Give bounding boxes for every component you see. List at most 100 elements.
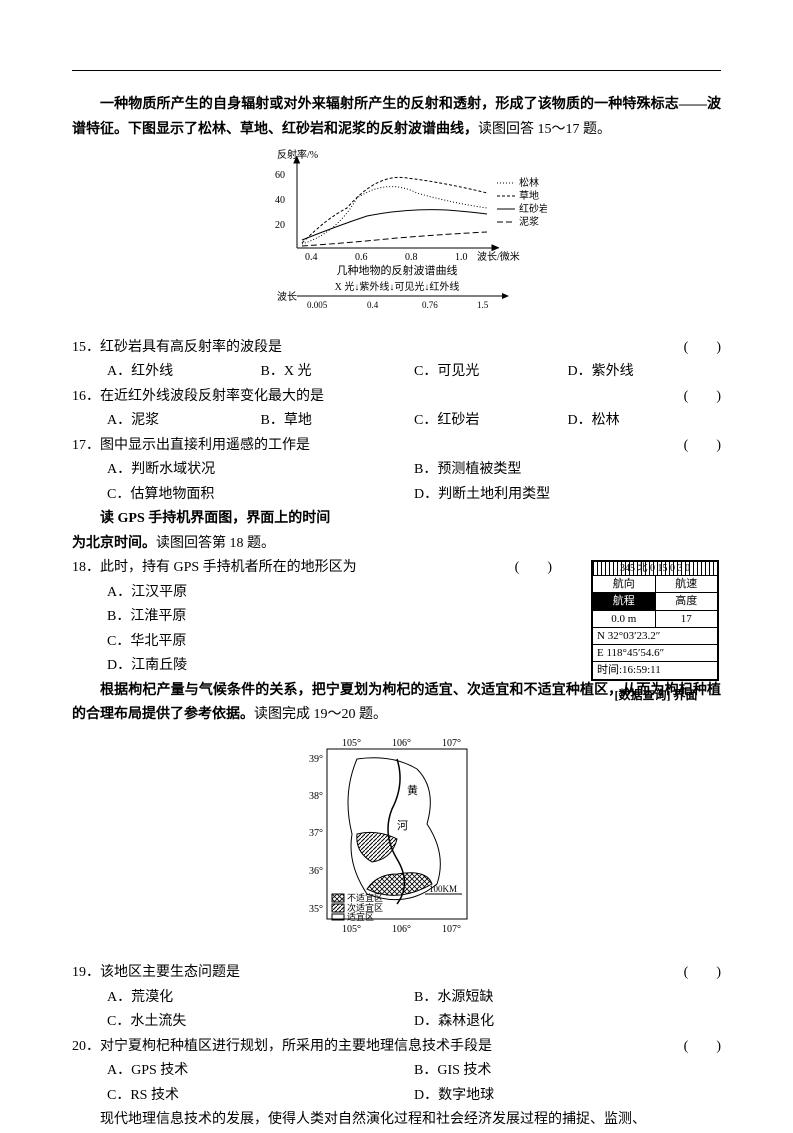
gps-r3-r: 17 xyxy=(656,611,718,627)
q15-opts: A．红外线 B．X 光 C．可见光 D．紫外线 xyxy=(72,360,721,385)
ytick-60: 60 xyxy=(275,170,285,181)
intro-1-bold: 一种物质所产生的自身辐射或对外来辐射所产生的反射和透射，形成了该物质的一种特殊标… xyxy=(72,97,721,137)
river-label-1: 黄 xyxy=(407,783,418,797)
intro-2-line1: 读 GPS 手持机界面图，界面上的时间 xyxy=(72,507,721,532)
bt0: 0.005 xyxy=(307,300,328,310)
q18-b: B．江淮平原 xyxy=(72,605,552,630)
gps-r2-r: 高度 xyxy=(656,593,718,609)
q17-opts-row1: A．判断水域状况 B．预测植被类型 xyxy=(72,458,721,483)
q19-stem: 19．该地区主要生态问题是 xyxy=(72,961,684,986)
bt1: 0.4 xyxy=(367,300,379,310)
gps-caption: [数据查询] 界面 xyxy=(591,685,721,706)
gps-r1-r: 航速 xyxy=(656,576,718,592)
q19-paren: ( ) xyxy=(684,961,721,986)
y-label: 反射率/% xyxy=(277,148,318,161)
lon1b: 106° xyxy=(392,924,411,935)
gps-r3-l: 0.0 m xyxy=(593,611,656,627)
top-rule xyxy=(72,70,721,71)
q17-paren: ( ) xyxy=(684,434,721,459)
intro-2-line2: 为北京时间。读图回答第 18 题。 xyxy=(72,532,721,557)
q18: 18．此时，持有 GPS 手持机者所在的地形区为 ( ) xyxy=(72,556,552,581)
gps-device: 345 北 0 15 0 3 0 航向 航速 航程 高度 0.0 m 17 N … xyxy=(591,560,721,706)
q15-a: A．红外线 xyxy=(107,360,261,385)
lon1t: 106° xyxy=(392,738,411,749)
q16-stem: 16．在近红外线波段反射率变化最大的是 xyxy=(72,385,684,410)
xtick-10: 1.0 xyxy=(455,252,468,263)
leg-c: 适宜区 xyxy=(347,911,374,922)
bands-line: X 光↓紫外线↓可见光↓红外线 xyxy=(334,280,459,293)
q17-a: A．判断水域状况 xyxy=(107,458,414,483)
xtick-06: 0.6 xyxy=(355,252,368,263)
lat2: 37° xyxy=(309,828,323,839)
ningxia-map-svg: 105° 106° 107° 105° 106° 107° 39° 38° 37… xyxy=(297,734,497,944)
q16: 16．在近红外线波段反射率变化最大的是 ( ) xyxy=(72,385,721,410)
lon2t: 107° xyxy=(442,738,461,749)
q16-d: D．松林 xyxy=(568,409,722,434)
q16-c: C．红砂岩 xyxy=(414,409,568,434)
gps-r2-l: 航程 xyxy=(593,593,656,609)
lon0b: 105° xyxy=(342,924,361,935)
intro-2-tail: 读图回答第 18 题。 xyxy=(156,536,275,551)
fig1-caption1: 几种地物的反射波谱曲线 xyxy=(336,263,457,277)
bt2: 0.76 xyxy=(422,300,438,310)
x-label: 波长/微米 xyxy=(477,250,520,263)
gps-scale-text: 345 北 0 15 0 3 0 xyxy=(593,562,717,575)
q15-b: B．X 光 xyxy=(261,360,415,385)
lat3: 36° xyxy=(309,866,323,877)
q20-a: A．GPS 技术 xyxy=(107,1059,414,1084)
q17-c: C．估算地物面积 xyxy=(107,483,414,508)
q17-d: D．判断土地利用类型 xyxy=(414,483,721,508)
gps-r1-l: 航向 xyxy=(593,576,656,592)
gps-scale: 345 北 0 15 0 3 0 xyxy=(593,562,717,576)
q20-d: D．数字地球 xyxy=(414,1084,721,1109)
q20: 20．对宁夏枸杞种植区进行规划，所采用的主要地理信息技术手段是 ( ) xyxy=(72,1035,721,1060)
ytick-20: 20 xyxy=(275,220,285,231)
tail-para: 现代地理信息技术的发展，使得人类对自然演化过程和社会经济发展过程的捕捉、监测、 xyxy=(72,1108,721,1133)
q18-a: A．江汉平原 xyxy=(72,581,552,606)
q17: 17．图中显示出直接利用遥感的工作是 ( ) xyxy=(72,434,721,459)
band-xlabel: 波长 xyxy=(277,290,297,303)
intro-1-tail: 读图回答 15～17 题。 xyxy=(478,122,611,137)
q18-paren: ( ) xyxy=(515,556,552,581)
legend-2: 红砂岩 xyxy=(519,202,547,215)
q15: 15．红砂岩具有高反射率的波段是 ( ) xyxy=(72,336,721,361)
q19-r2: C．水土流失 D．森林退化 xyxy=(72,1010,721,1035)
q16-b: B．草地 xyxy=(261,409,415,434)
legend-3: 泥浆 xyxy=(519,215,539,228)
q19-r1: A．荒漠化 B．水源短缺 xyxy=(72,986,721,1011)
q20-b: B．GIS 技术 xyxy=(414,1059,721,1084)
xtick-04: 0.4 xyxy=(305,252,318,263)
q20-r1: A．GPS 技术 B．GIS 技术 xyxy=(72,1059,721,1084)
intro-2-bold2: 为北京时间。 xyxy=(72,536,156,551)
ytick-40: 40 xyxy=(275,195,285,206)
legend-1: 草地 xyxy=(519,189,539,202)
q15-d: D．紫外线 xyxy=(568,360,722,385)
q18-block: 18．此时，持有 GPS 手持机者所在的地形区为 ( ) A．江汉平原 B．江淮… xyxy=(72,556,552,679)
leg-a: 不适宜区 xyxy=(347,892,383,903)
river-label-2: 河 xyxy=(397,819,408,832)
gps-caption-text: [数据查询] 界面 xyxy=(615,688,698,702)
gps-lon: E 118°45′54.6″ xyxy=(593,645,717,662)
lat0: 39° xyxy=(309,754,323,765)
gps-lat: N 32°03′23.2″ xyxy=(593,628,717,645)
scale-label: 100KM xyxy=(429,884,457,894)
xtick-08: 0.8 xyxy=(405,252,418,263)
q16-opts: A．泥浆 B．草地 C．红砂岩 D．松林 xyxy=(72,409,721,434)
legend-0: 松林 xyxy=(519,176,539,189)
bt3: 1.5 xyxy=(477,300,489,310)
lat1: 38° xyxy=(309,791,323,802)
q17-b: B．预测植被类型 xyxy=(414,458,721,483)
lat4: 35° xyxy=(309,904,323,915)
q16-a: A．泥浆 xyxy=(107,409,261,434)
gps-time: 时间:16:59:11 xyxy=(593,662,717,678)
figure-ningxia-map: 105° 106° 107° 105° 106° 107° 39° 38° 37… xyxy=(72,734,721,954)
q20-stem: 20．对宁夏枸杞种植区进行规划，所采用的主要地理信息技术手段是 xyxy=(72,1035,684,1060)
figure-spectral: 反射率/% 60 40 20 0.4 0.6 0.8 1.0 波长/微米 松林 … xyxy=(72,148,721,328)
q18-stem: 18．此时，持有 GPS 手持机者所在的地形区为 xyxy=(72,556,515,581)
q18-d: D．江南丘陵 xyxy=(72,654,552,679)
q18-c: C．华北平原 xyxy=(72,630,552,655)
q19: 19．该地区主要生态问题是 ( ) xyxy=(72,961,721,986)
q15-c: C．可见光 xyxy=(414,360,568,385)
q16-paren: ( ) xyxy=(684,385,721,410)
lon0t: 105° xyxy=(342,738,361,749)
